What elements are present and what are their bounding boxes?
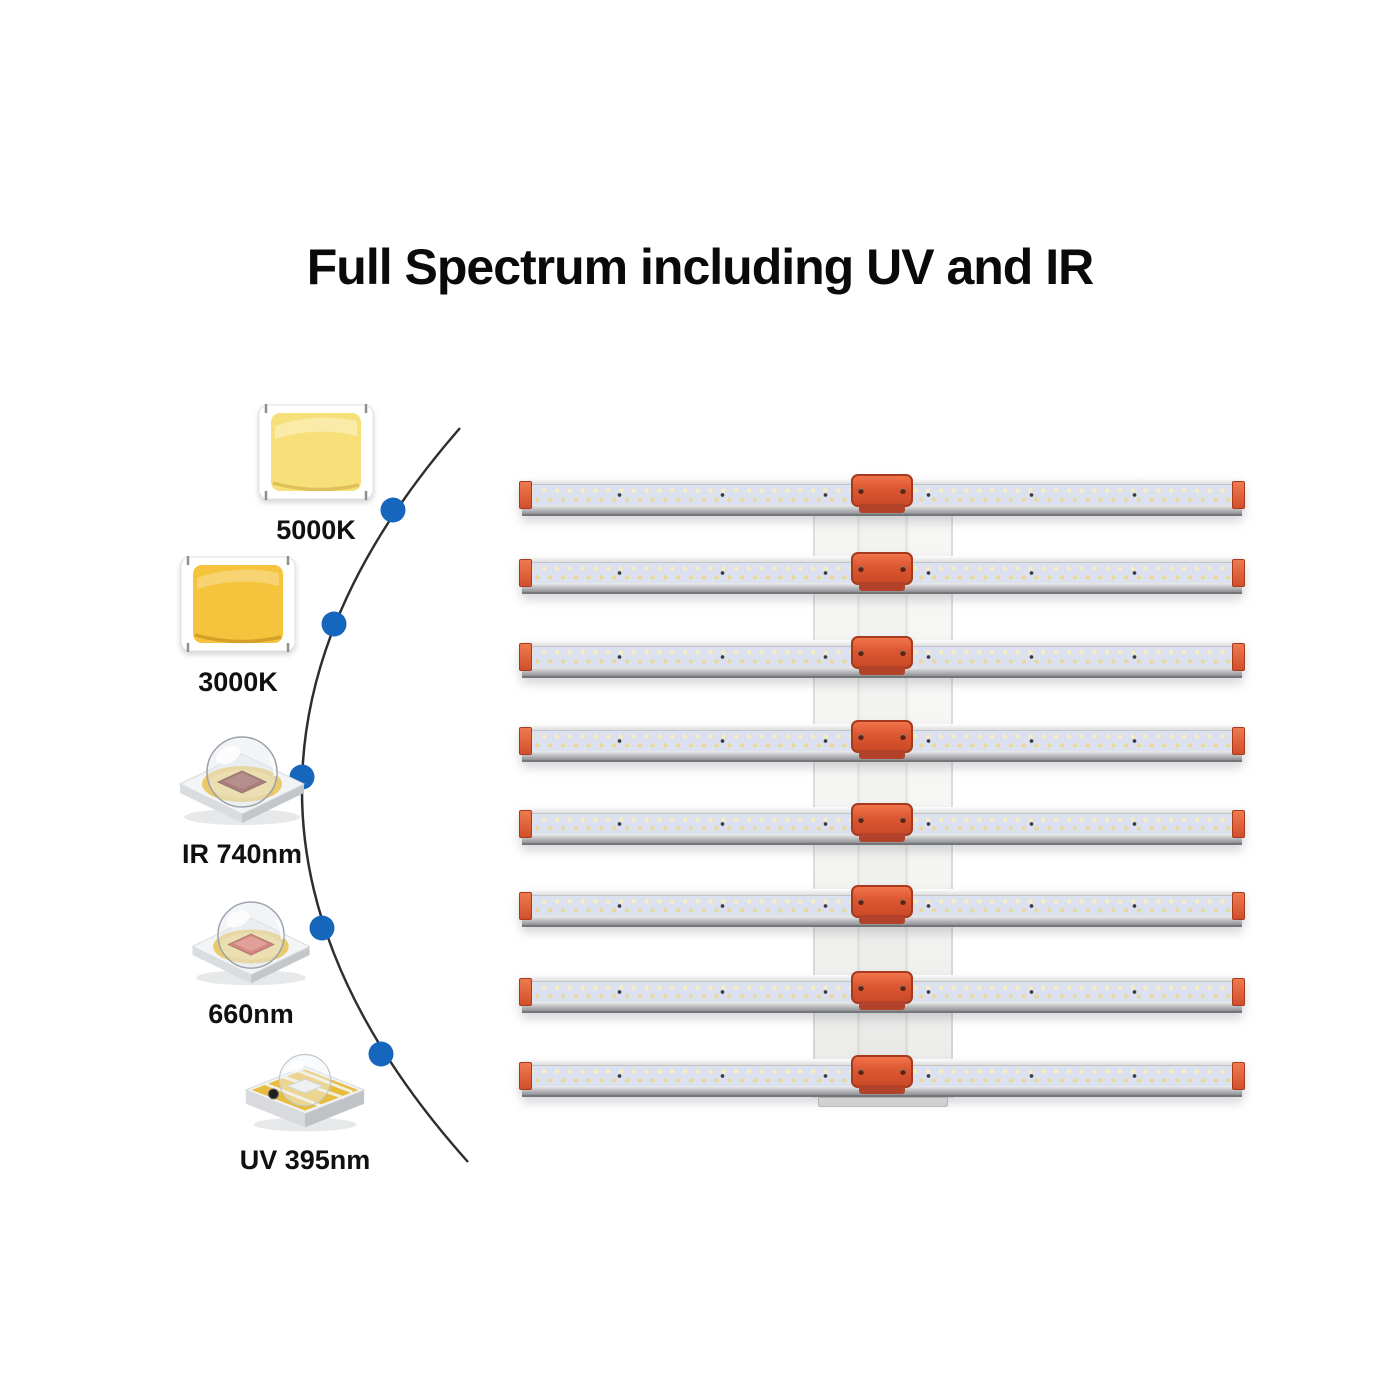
chip-label-660: 660nm — [208, 999, 294, 1029]
bar-center-connector — [851, 552, 913, 591]
connector-screw-icon — [900, 898, 906, 905]
led-light-bar — [519, 720, 1245, 762]
led-light-bar — [519, 971, 1245, 1013]
bar-endcap-right — [1232, 892, 1245, 920]
bar-endcap-right — [1232, 1062, 1245, 1090]
bar-endcap-left — [519, 1062, 532, 1090]
connector-screw-icon — [858, 565, 864, 572]
bar-center-connector — [851, 720, 913, 759]
connector-screw-icon — [858, 816, 864, 823]
bar-center-connector — [851, 1055, 913, 1094]
bar-endcap-left — [519, 892, 532, 920]
spectrum-item-5000k: 5000K — [252, 402, 380, 546]
bar-endcap-left — [519, 727, 532, 755]
connector-screw-icon — [900, 816, 906, 823]
bar-center-connector — [851, 803, 913, 842]
led-light-bar — [519, 636, 1245, 678]
bar-endcap-left — [519, 810, 532, 838]
connector-screw-icon — [858, 733, 864, 740]
bar-endcap-right — [1232, 559, 1245, 587]
bar-center-connector — [851, 971, 913, 1010]
connector-screw-icon — [858, 1068, 864, 1075]
connector-screw-icon — [900, 649, 906, 656]
led-light-bar — [519, 803, 1245, 845]
led-light-bar — [519, 1055, 1245, 1097]
bar-center-connector — [851, 636, 913, 675]
bar-endcap-right — [1232, 481, 1245, 509]
led-chip-3000k-icon — [180, 556, 296, 652]
bar-endcap-left — [519, 559, 532, 587]
connector-screw-icon — [858, 898, 864, 905]
bar-center-connector — [851, 474, 913, 513]
page-title: Full Spectrum including UV and IR — [306, 239, 1094, 295]
bar-center-connector — [851, 885, 913, 924]
led-chip-uv395-icon — [244, 1053, 366, 1132]
fixture-rail-end-tab — [818, 1097, 948, 1107]
chip-label-ir740: IR 740nm — [181, 839, 303, 869]
chip-label-5000k: 5000K — [276, 515, 356, 545]
bar-endcap-left — [519, 481, 532, 509]
bar-endcap-left — [519, 978, 532, 1006]
bar-endcap-right — [1232, 810, 1245, 838]
connector-screw-icon — [900, 733, 906, 740]
spectrum-item-ir-740nm: IR 740nm — [166, 720, 318, 870]
bar-endcap-right — [1232, 978, 1245, 1006]
connector-screw-icon — [858, 649, 864, 656]
chip-label-uv395: UV 395nm — [239, 1145, 371, 1175]
led-light-bar — [519, 552, 1245, 594]
led-light-bar — [519, 474, 1245, 516]
chip-label-3000k: 3000K — [198, 667, 278, 697]
connector-screw-icon — [900, 565, 906, 572]
connector-screw-icon — [858, 487, 864, 494]
led-chip-660-icon — [191, 901, 311, 986]
connector-screw-icon — [900, 487, 906, 494]
led-chip-5000k-icon — [258, 404, 374, 500]
led-light-bar — [519, 885, 1245, 927]
connector-screw-icon — [900, 1068, 906, 1075]
spectrum-item-uv-395nm: UV 395nm — [236, 1042, 374, 1176]
spectrum-item-3000k: 3000K — [176, 554, 300, 698]
led-chip-ir740-icon — [178, 736, 306, 825]
spectrum-item-660nm: 660nm — [178, 886, 324, 1030]
bar-endcap-left — [519, 643, 532, 671]
bar-endcap-right — [1232, 643, 1245, 671]
connector-screw-icon — [900, 984, 906, 991]
bar-endcap-right — [1232, 727, 1245, 755]
connector-screw-icon — [858, 984, 864, 991]
